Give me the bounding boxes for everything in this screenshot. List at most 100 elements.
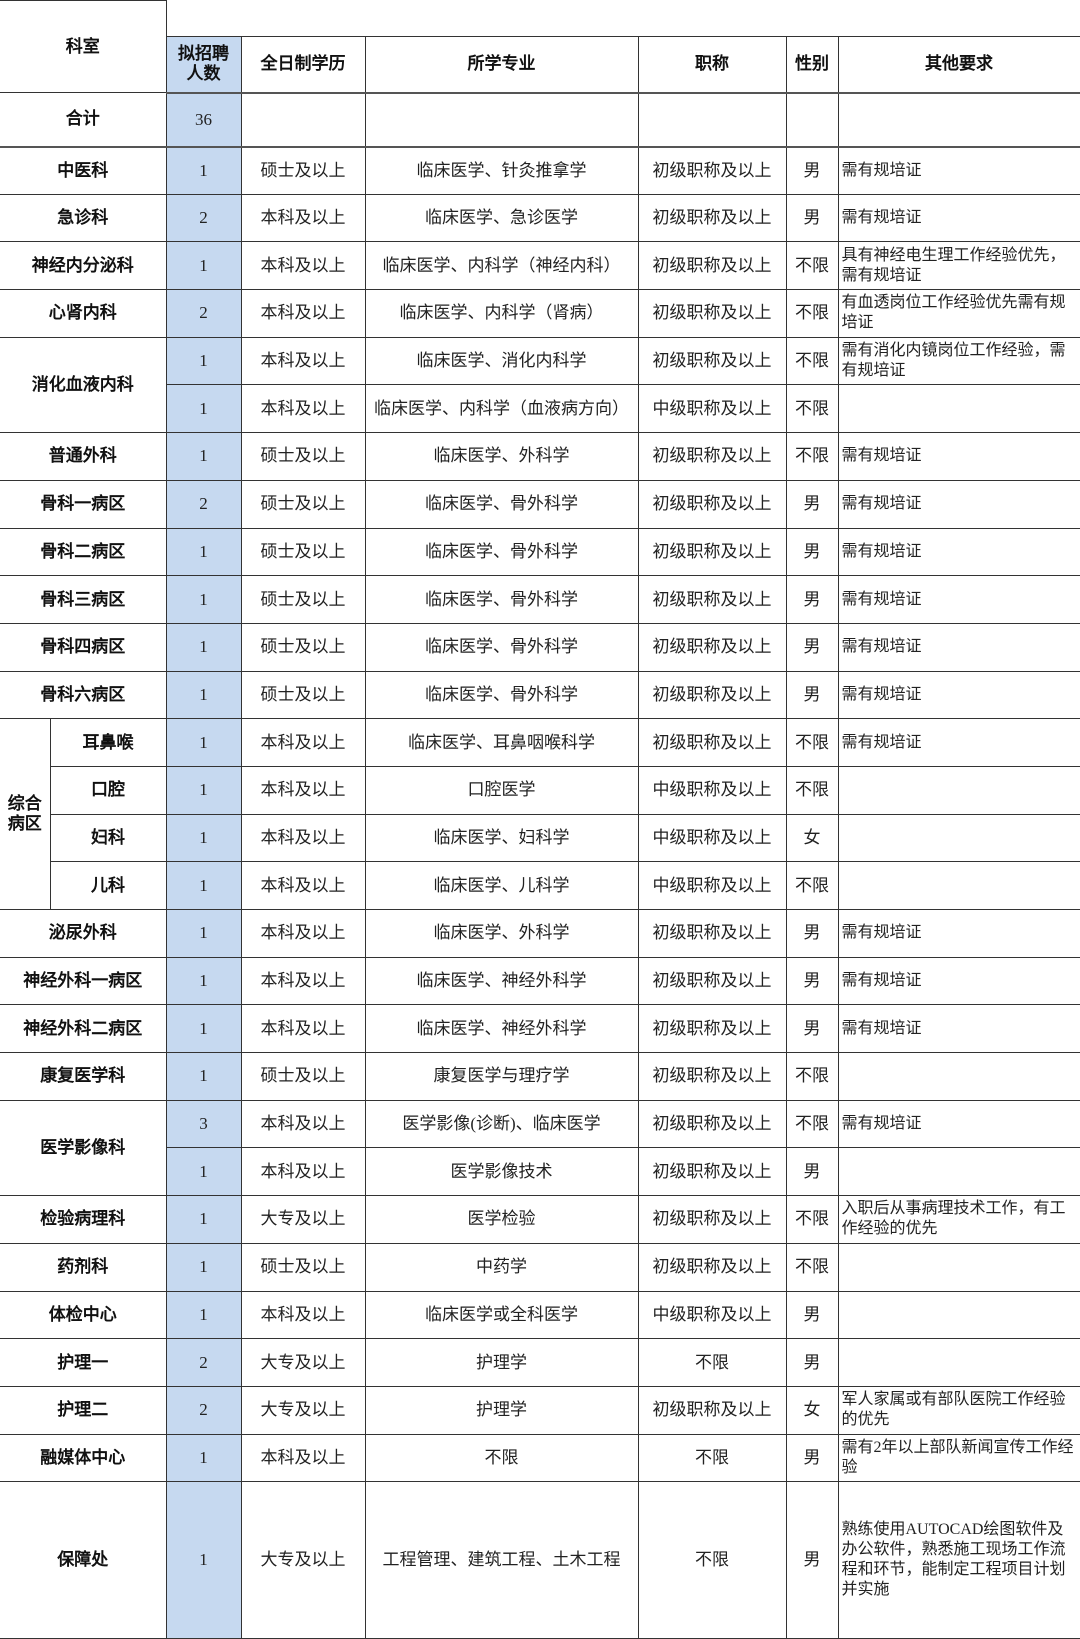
title-cell: 初级职称及以上 [637,193,787,243]
count-cell: 2 [165,1385,242,1435]
table-row: 骨科四病区 1 硕士及以上 临床医学、骨外科学 初级职称及以上男需有规培证 [0,622,1080,672]
department-cell: 药剂科 [0,1242,167,1292]
count-cell: 3 [165,1099,242,1149]
count-cell: 1 [165,1052,242,1101]
major-cell: 临床医学、神经外科学 [364,1004,639,1054]
count-cell: 1 [165,527,242,577]
title-cell: 初级职称及以上 [637,718,787,767]
gender-cell: 男 [785,1338,839,1387]
major-cell: 医学影像(诊断)、临床医学 [364,1099,639,1149]
education-cell: 本科及以上 [240,956,366,1006]
gender-cell: 男 [785,1004,839,1054]
other-requirements-cell: 需有规培证 [837,670,1080,720]
count-cell: 1 [165,813,242,863]
subunit-cell: 耳鼻喉 [49,718,167,767]
table-row: 神经外科二病区 1 本科及以上 临床医学、神经外科学 初级职称及以上男需有规培证 [0,1004,1080,1054]
department-cell: 骨科一病区 [0,479,167,529]
major-cell: 临床医学、耳鼻咽喉科学 [364,718,639,767]
gender-cell: 男 [785,909,839,958]
gender-cell: 男 [785,146,839,195]
table-row: 保障处 1 大专及以上 工程管理、建筑工程、土木工程 不限男熟练使用AUTOCAD绘图软… [0,1481,1080,1639]
other-requirements-cell: 需有规培证 [837,146,1080,195]
count-cell: 1 [165,718,242,767]
major-cell: 临床医学、外科学 [364,909,639,958]
gender-cell: 不限 [785,1242,839,1292]
education-cell: 本科及以上 [240,1147,366,1197]
education-cell: 大专及以上 [240,1481,366,1639]
gender-cell: 男 [785,479,839,529]
table-row: 体检中心 1 本科及以上 临床医学或全科医学 中级职称及以上男 [0,1290,1080,1340]
major-cell: 临床医学、急诊医学 [364,193,639,243]
major-cell: 临床医学或全科医学 [364,1290,639,1340]
education-cell: 硕士及以上 [240,432,366,481]
header-count: 拟招聘人数 [165,36,242,94]
count-cell: 2 [165,193,242,243]
title-cell: 初级职称及以上 [637,479,787,529]
education-cell: 硕士及以上 [240,527,366,577]
table-row: 康复医学科 1 硕士及以上 康复医学与理疗学 初级职称及以上 不限 [0,1052,1080,1101]
major-cell: 临床医学、针灸推拿学 [364,146,639,195]
education-cell: 硕士及以上 [240,622,366,672]
education-cell: 硕士及以上 [240,146,366,195]
header-gender: 性别 [785,36,839,94]
department-cell: 骨科六病区 [0,670,167,720]
other-requirements-cell: 需有规培证 [837,956,1080,1006]
education-cell: 本科及以上 [240,193,366,243]
education-cell: 本科及以上 [240,1290,366,1340]
department-cell: 急诊科 [0,193,167,243]
major-cell: 临床医学、消化内科学 [364,336,639,386]
total-label: 合计 [0,92,167,148]
education-cell: 本科及以上 [240,718,366,767]
education-cell: 大专及以上 [240,1195,366,1244]
count-cell: 2 [165,289,242,338]
department-cell: 泌尿外科 [0,909,167,958]
table-row: 药剂科 1 硕士及以上 中药学 初级职称及以上 不限 [0,1242,1080,1292]
title-cell: 初级职称及以上 [637,289,787,338]
education-cell: 本科及以上 [240,1099,366,1149]
total-count: 36 [165,92,242,148]
gender-cell: 不限 [785,336,839,386]
count-cell: 1 [165,1195,242,1244]
gender-cell: 男 [785,527,839,577]
table-row: 检验病理科 1 大专及以上 医学检验 初级职称及以上 不限 入职后从事病理技术工作，有工作经… [0,1195,1080,1244]
other-requirements-cell: 军人家属或有部队医院工作经验的优先 [837,1385,1080,1435]
department-cell: 消化血液内科 [0,336,167,434]
title-cell: 不限 [637,1433,787,1483]
other-requirements-cell [837,861,1080,910]
table-row: 泌尿外科 1 本科及以上 临床医学、外科学 初级职称及以上男需有规培证 [0,909,1080,958]
header-department: 科室 [0,0,167,93]
education-cell: 本科及以上 [240,384,366,434]
table-row: 消化血液内科 1 本科及以上 临床医学、消化内科学 初级职称及以上 不限 需有消化内镜岗位工… [0,336,1080,434]
major-cell: 临床医学、神经外科学 [364,956,639,1006]
department-cell: 康复医学科 [0,1052,167,1101]
count-cell: 1 [165,241,242,291]
title-cell: 中级职称及以上 [637,765,787,815]
table-row: 神经内分泌科 1 本科及以上 临床医学、内科学（神经内科） 初级职称及以上 不限 具有神经电… [0,241,1080,291]
other-requirements-cell: 有血透岗位工作经验优先需有规培证 [837,289,1080,338]
department-cell: 神经外科二病区 [0,1004,167,1054]
other-requirements-cell: 入职后从事病理技术工作，有工作经验的优先 [837,1195,1080,1244]
count-cell: 1 [165,1147,242,1197]
table-row: 融媒体中心 1 本科及以上 不限 不限男需有2年以上部队新闻宣传工作经验 [0,1433,1080,1483]
count-cell: 1 [165,432,242,481]
department-cell: 护理二 [0,1385,167,1435]
table-row: 妇科 1 本科及以上 临床医学、妇科学 中级职称及以上女 [0,813,1080,863]
department-cell: 医学影像科 [0,1099,167,1197]
gender-cell: 男 [785,622,839,672]
major-cell: 护理学 [364,1385,639,1435]
count-cell: 1 [165,909,242,958]
other-requirements-cell [837,813,1080,863]
table-row: 护理二 2 大专及以上 护理学 初级职称及以上女军人家属或有部队医院工作经验的优先 [0,1385,1080,1435]
table-row: 护理一 2 大专及以上 护理学 不限男 [0,1338,1080,1387]
count-cell: 1 [165,1242,242,1292]
major-cell: 医学检验 [364,1195,639,1244]
gender-cell: 不限 [785,1195,839,1244]
count-cell: 1 [165,765,242,815]
subunit-cell: 儿科 [49,861,167,910]
title-cell: 初级职称及以上 [637,1052,787,1101]
title-cell: 中级职称及以上 [637,813,787,863]
major-cell: 临床医学、外科学 [364,432,639,481]
title-cell: 初级职称及以上 [637,1004,787,1054]
title-cell: 初级职称及以上 [637,336,787,386]
table-row: 中医科 1 硕士及以上 临床医学、针灸推拿学 初级职称及以上男需有规培证 [0,146,1080,195]
